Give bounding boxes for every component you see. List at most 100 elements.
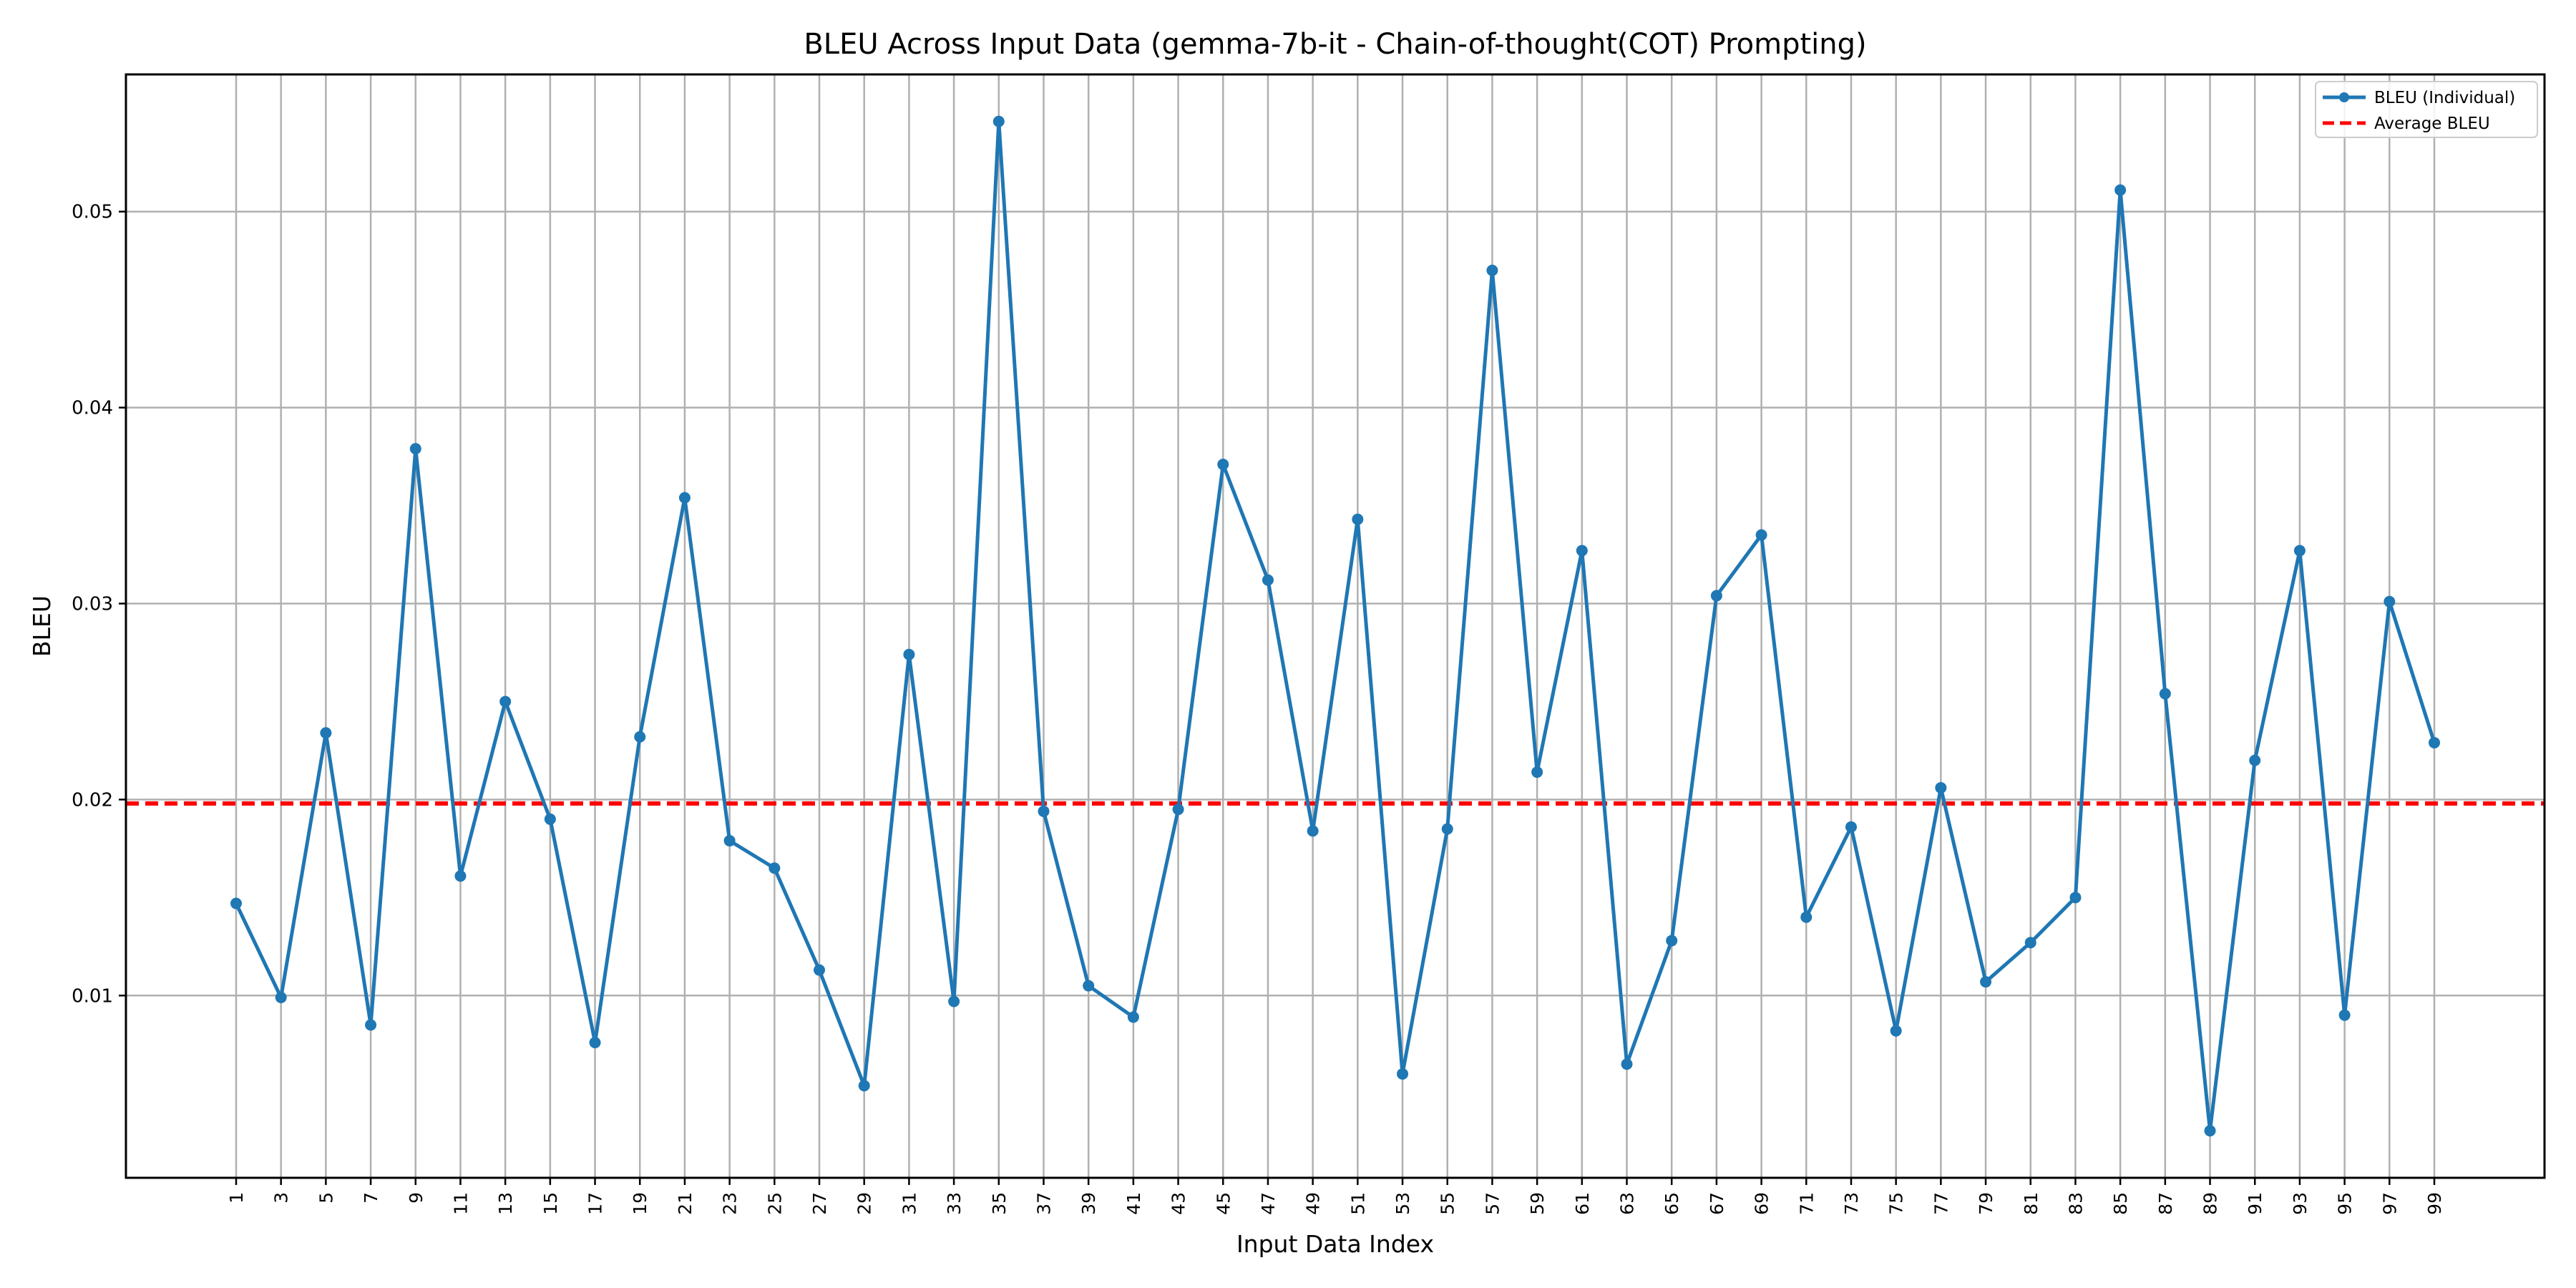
bleu-data-point (678, 492, 691, 504)
bleu-data-point (2293, 545, 2306, 557)
bleu-data-point (1441, 823, 1453, 835)
x-tick-label: 51 (1347, 1192, 1368, 1215)
x-tick-label: 23 (720, 1192, 741, 1215)
bleu-data-point (409, 443, 421, 455)
x-tick-label: 45 (1213, 1192, 1234, 1215)
x-tick-label: 29 (854, 1192, 875, 1215)
x-tick-label: 71 (1796, 1192, 1817, 1215)
bleu-data-point (723, 834, 736, 847)
bleu-data-point (1217, 459, 1229, 471)
bleu-data-point (544, 813, 556, 825)
bleu-data-point (589, 1037, 601, 1049)
x-tick-label: 25 (764, 1192, 785, 1215)
bleu-data-point (454, 870, 467, 882)
bleu-data-point (769, 862, 781, 874)
x-tick-label: 5 (316, 1192, 336, 1204)
bleu-data-point (365, 1019, 377, 1031)
bleu-data-point (1038, 805, 1050, 817)
y-axis-label: BLEU (28, 595, 56, 657)
x-tick-label: 73 (1841, 1192, 1862, 1215)
plot-frame (125, 73, 2546, 1179)
bleu-data-point (903, 648, 915, 660)
y-tick-label: 0.05 (72, 202, 113, 223)
x-tick-label: 33 (944, 1192, 965, 1215)
bleu-data-point (2384, 595, 2396, 608)
x-tick-label: 77 (1931, 1192, 1951, 1215)
x-tick-label: 63 (1617, 1192, 1638, 1215)
chart-title: BLEU Across Input Data (gemma-7b-it - Ch… (804, 28, 1866, 61)
x-tick-label: 3 (271, 1192, 292, 1204)
x-tick-label: 75 (1886, 1192, 1907, 1215)
bleu-data-point (1172, 804, 1184, 816)
x-tick-label: 1 (226, 1192, 247, 1204)
x-tick-label: 89 (2200, 1192, 2221, 1215)
x-tick-label: 91 (2245, 1192, 2265, 1215)
x-tick-label: 81 (2021, 1192, 2041, 1215)
bleu-data-point (1935, 781, 1947, 794)
bleu-data-point (1531, 766, 1543, 779)
y-tick-label: 0.03 (72, 594, 113, 615)
x-tick-label: 93 (2290, 1192, 2311, 1215)
x-tick-label: 27 (809, 1192, 830, 1215)
bleu-data-point (858, 1080, 870, 1092)
bleu-data-point (1083, 980, 1095, 992)
bleu-data-point (2024, 937, 2036, 949)
x-tick-label: 69 (1752, 1192, 1772, 1215)
y-tick-label: 0.01 (72, 985, 113, 1007)
x-axis: 1 3 5 7 9 11 13 15 17 19 21 23 25 27 29 31 33 35 37 39 41 43 4… (226, 1178, 2445, 1215)
x-tick-label: 17 (585, 1192, 606, 1215)
series-line-group (230, 115, 2440, 1137)
bleu-data-point (1710, 590, 1722, 602)
x-tick-label: 19 (630, 1192, 650, 1215)
y-tick-label: 0.04 (72, 398, 113, 419)
bleu-data-point (1845, 821, 1857, 833)
bleu-data-point (1127, 1011, 1139, 1023)
x-tick-label: 99 (2424, 1192, 2445, 1215)
x-tick-label: 49 (1303, 1192, 1324, 1215)
x-tick-label: 11 (450, 1192, 471, 1215)
x-tick-label: 67 (1707, 1192, 1727, 1215)
bleu-data-point (634, 731, 646, 743)
x-tick-label: 35 (989, 1192, 1010, 1215)
x-tick-label: 65 (1662, 1192, 1682, 1215)
bleu-data-point (2204, 1125, 2216, 1137)
bleu-data-point (2069, 892, 2082, 904)
bleu-individual-line (234, 119, 2436, 1133)
bleu-data-point (992, 115, 1005, 127)
bleu-data-point (1397, 1068, 1409, 1080)
bleu-data-point (1486, 264, 1498, 276)
bleu-data-point (1755, 529, 1767, 541)
y-tick-label: 0.02 (72, 789, 113, 811)
x-tick-label: 7 (361, 1192, 381, 1204)
bleu-data-point (1621, 1058, 1633, 1070)
bleu-data-point (230, 897, 242, 909)
x-tick-label: 31 (899, 1192, 919, 1215)
x-tick-label: 53 (1392, 1192, 1413, 1215)
legend-average-label: Average BLEU (2374, 114, 2490, 133)
x-tick-label: 79 (1976, 1192, 1996, 1215)
x-tick-label: 97 (2379, 1192, 2400, 1215)
bleu-data-point (1890, 1025, 1902, 1037)
x-tick-label: 41 (1123, 1192, 1144, 1215)
bleu-data-point (499, 696, 512, 708)
bleu-data-point (1352, 513, 1364, 525)
x-tick-label: 47 (1258, 1192, 1279, 1215)
x-tick-label: 59 (1527, 1192, 1548, 1215)
legend-series-label: BLEU (Individual) (2374, 89, 2515, 107)
bleu-data-point (1307, 825, 1319, 837)
bleu-data-point (1666, 935, 1678, 947)
x-tick-label: 85 (2110, 1192, 2131, 1215)
bleu-data-point (1980, 976, 1992, 988)
x-tick-label: 83 (2065, 1192, 2086, 1215)
x-tick-label: 61 (1572, 1192, 1593, 1215)
bleu-data-point (814, 964, 826, 976)
x-tick-label: 21 (675, 1192, 696, 1215)
x-tick-label: 39 (1078, 1192, 1099, 1215)
y-axis: 0.01 0.02 0.03 0.04 0.05 (72, 202, 126, 1007)
bleu-data-point (2249, 754, 2261, 766)
x-tick-label: 13 (495, 1192, 516, 1215)
bleu-data-point (1262, 574, 1274, 586)
bleu-data-point (2429, 736, 2440, 748)
bleu-data-point (320, 727, 332, 739)
